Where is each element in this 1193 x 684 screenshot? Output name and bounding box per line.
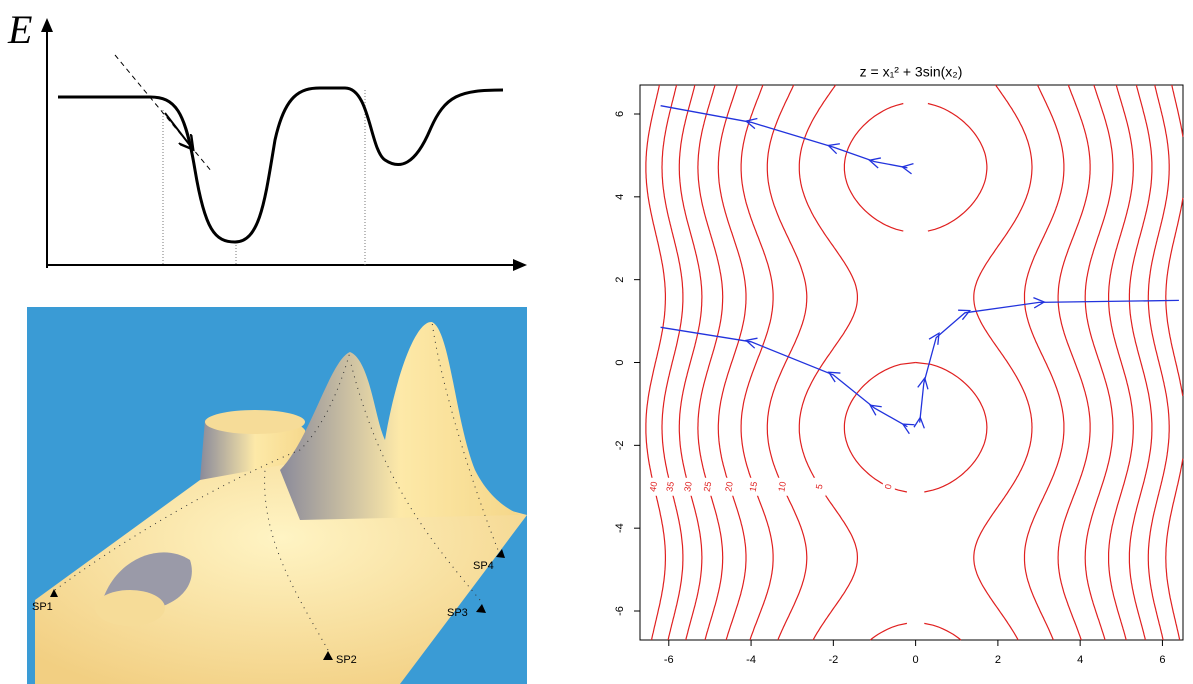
descent-path bbox=[661, 106, 908, 168]
x-tick-label: 2 bbox=[995, 654, 1001, 666]
point-label: SP4 bbox=[473, 560, 494, 572]
contour-label: 40 bbox=[648, 481, 660, 493]
energy-curve bbox=[58, 88, 503, 242]
y-tick-label: 0 bbox=[614, 359, 626, 365]
point-label: SP3 bbox=[447, 607, 468, 619]
tangent bbox=[115, 55, 212, 172]
arrow bbox=[41, 18, 53, 32]
y-tick-label: 6 bbox=[614, 111, 626, 117]
pit-floor bbox=[95, 590, 165, 626]
y-tick-label: -4 bbox=[614, 523, 626, 533]
contour-line bbox=[799, 85, 857, 640]
x-tick-label: -6 bbox=[664, 654, 674, 666]
contour-line bbox=[1166, 85, 1183, 640]
y-tick-label: -2 bbox=[614, 440, 626, 450]
contour-line bbox=[844, 104, 915, 641]
x-tick-label: 6 bbox=[1159, 654, 1165, 666]
energy-panel: E bbox=[7, 7, 527, 271]
y-tick-label: -6 bbox=[614, 606, 626, 616]
axis-label: E bbox=[7, 7, 32, 52]
x-tick-label: 4 bbox=[1077, 654, 1083, 666]
contour-label: 15 bbox=[748, 481, 760, 493]
chart-title: z = x₁² + 3sin(x₂) bbox=[860, 64, 963, 80]
y-tick-label: 2 bbox=[614, 277, 626, 283]
figure: E SP1 SP2 SP3 SP4 z = x₁² + 3sin(x₂) -6- bbox=[0, 0, 1193, 684]
landscape-panel: SP1 SP2 SP3 SP4 bbox=[27, 307, 527, 684]
x-tick-label: -4 bbox=[746, 654, 756, 666]
contour-label: 25 bbox=[702, 481, 714, 493]
arrow bbox=[513, 259, 527, 271]
contour-line bbox=[974, 85, 1032, 640]
contour-label: 35 bbox=[664, 481, 676, 493]
contour-label: 20 bbox=[723, 481, 735, 493]
guides bbox=[163, 90, 365, 265]
contour-label: 30 bbox=[682, 481, 694, 493]
descent-path bbox=[661, 327, 908, 426]
step-arrow bbox=[165, 113, 192, 148]
x-tick-label: 0 bbox=[913, 654, 919, 666]
contour-label: 10 bbox=[776, 481, 788, 493]
point-label: SP2 bbox=[336, 654, 357, 666]
point-label: SP1 bbox=[32, 601, 53, 613]
y-tick-label: 4 bbox=[614, 194, 626, 200]
x-tick-label: -2 bbox=[828, 654, 838, 666]
plateau-top bbox=[205, 410, 305, 434]
